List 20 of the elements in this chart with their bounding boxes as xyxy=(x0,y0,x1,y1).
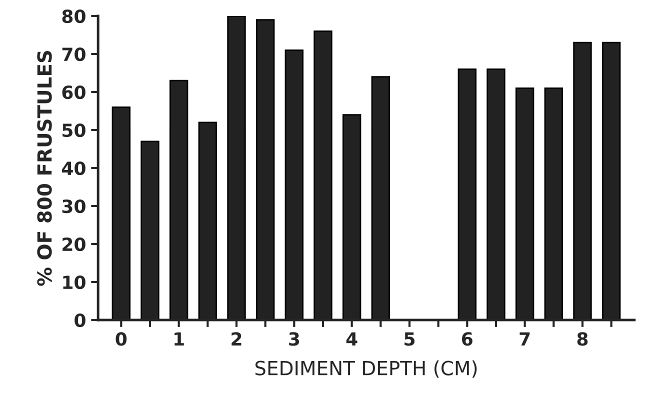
x-axis-title: SEDIMENT DEPTH (CM) xyxy=(255,360,477,378)
y-tick-label: 50 xyxy=(62,123,86,138)
x-tick-label: 8 xyxy=(577,332,588,346)
x-tick-label: 1 xyxy=(174,332,184,346)
y-tick-label: 30 xyxy=(62,199,86,214)
y-tick-label: 60 xyxy=(62,85,86,100)
y-tick-label: 40 xyxy=(62,161,86,176)
x-tick-label: 3 xyxy=(289,332,300,346)
y-axis-title: % OF 800 FRUSTULES xyxy=(37,50,52,286)
x-tick-label: 2 xyxy=(232,332,242,346)
y-tick-label: 80 xyxy=(62,9,86,24)
x-tick-label: 5 xyxy=(404,332,415,346)
x-tick-label: 7 xyxy=(520,332,530,346)
x-tick-label: 4 xyxy=(346,332,358,346)
y-tick-label: 70 xyxy=(62,47,86,62)
x-tick-label: 6 xyxy=(462,332,472,346)
x-tick-label: 0 xyxy=(116,332,127,346)
y-tick-label: 20 xyxy=(62,237,86,252)
y-tick-label: 10 xyxy=(63,275,86,290)
y-tick-label: 0 xyxy=(74,313,86,328)
